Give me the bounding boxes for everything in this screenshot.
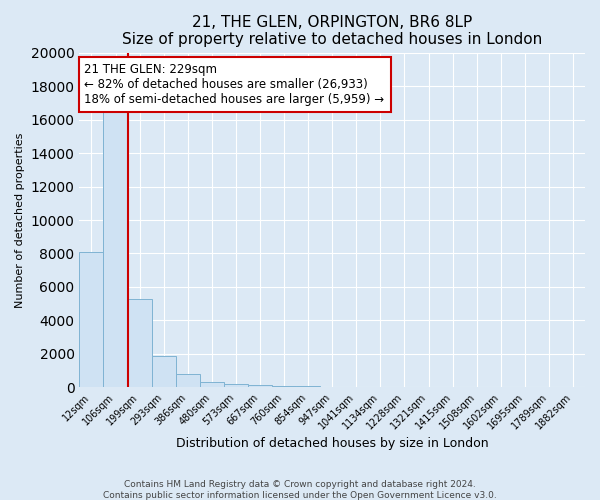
- Bar: [128, 298, 152, 388]
- Bar: [296, 386, 320, 388]
- Y-axis label: Number of detached properties: Number of detached properties: [15, 132, 25, 308]
- Bar: [176, 374, 200, 388]
- Bar: [152, 356, 176, 388]
- Bar: [272, 386, 296, 388]
- Bar: [79, 252, 103, 388]
- Bar: [103, 110, 128, 388]
- Bar: [200, 382, 224, 388]
- X-axis label: Distribution of detached houses by size in London: Distribution of detached houses by size …: [176, 437, 488, 450]
- Title: 21, THE GLEN, ORPINGTON, BR6 8LP
Size of property relative to detached houses in: 21, THE GLEN, ORPINGTON, BR6 8LP Size of…: [122, 15, 542, 48]
- Text: 21 THE GLEN: 229sqm
← 82% of detached houses are smaller (26,933)
18% of semi-de: 21 THE GLEN: 229sqm ← 82% of detached ho…: [85, 63, 385, 106]
- Bar: [248, 386, 272, 388]
- Bar: [224, 384, 248, 388]
- Text: Contains HM Land Registry data © Crown copyright and database right 2024.
Contai: Contains HM Land Registry data © Crown c…: [103, 480, 497, 500]
